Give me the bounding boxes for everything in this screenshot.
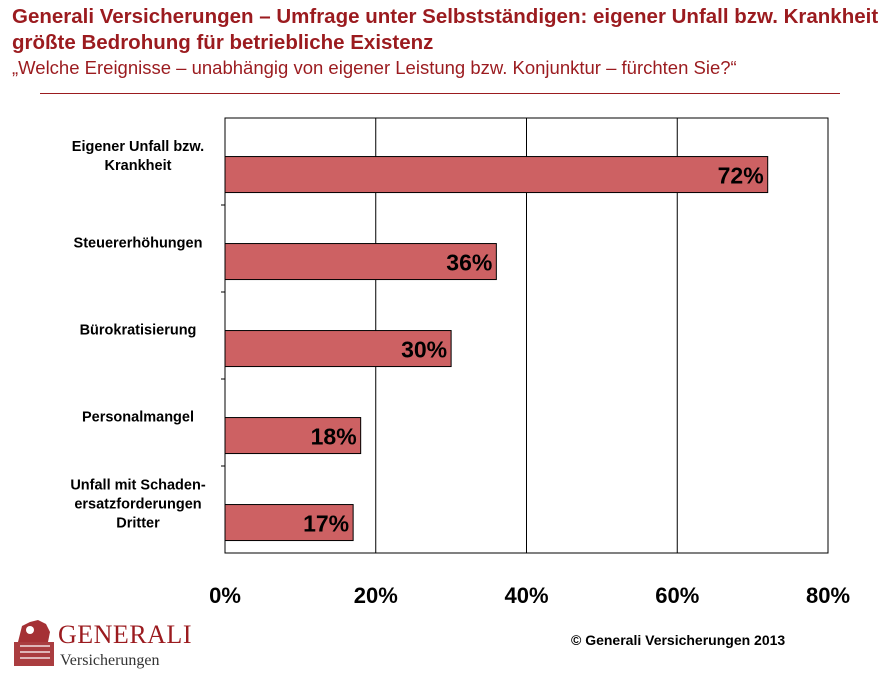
title-divider	[40, 93, 840, 94]
category-label: Unfall mit Schaden-ersatzforderungen Drit…	[70, 477, 206, 531]
page-subtitle: „Welche Ereignisse – unabhängig von eige…	[12, 57, 737, 78]
bar	[224, 243, 497, 281]
brand-name: GENERALI	[58, 620, 192, 649]
bar	[224, 156, 769, 194]
bar-value-label: 18%	[311, 424, 357, 450]
category-label: Bürokratisierung	[80, 322, 197, 338]
category-label: Eigener Unfall bzw. Krankheit	[72, 139, 204, 174]
brand-subtitle: Versicherungen	[60, 652, 160, 669]
x-tick-label: 0%	[209, 583, 241, 608]
bar-value-label: 72%	[718, 163, 764, 189]
page-title: Generali Versicherungen – Umfrage unter …	[12, 5, 879, 54]
copyright-text: © Generali Versicherungen 2013	[571, 632, 786, 648]
bar	[224, 330, 452, 368]
bar-value-label: 17%	[303, 511, 349, 537]
bar	[224, 417, 362, 455]
bar-value-label: 36%	[446, 250, 492, 276]
generali-lion-logo-icon	[14, 620, 54, 666]
x-tick-label: 60%	[655, 583, 699, 608]
x-tick-label: 40%	[504, 583, 548, 608]
x-tick-label: 80%	[806, 583, 850, 608]
category-label: Personalmangel	[82, 409, 194, 425]
category-label: Steuererhöhungen	[74, 235, 203, 251]
bar	[224, 504, 354, 542]
bar-value-label: 30%	[401, 337, 447, 363]
x-tick-label: 20%	[354, 583, 398, 608]
